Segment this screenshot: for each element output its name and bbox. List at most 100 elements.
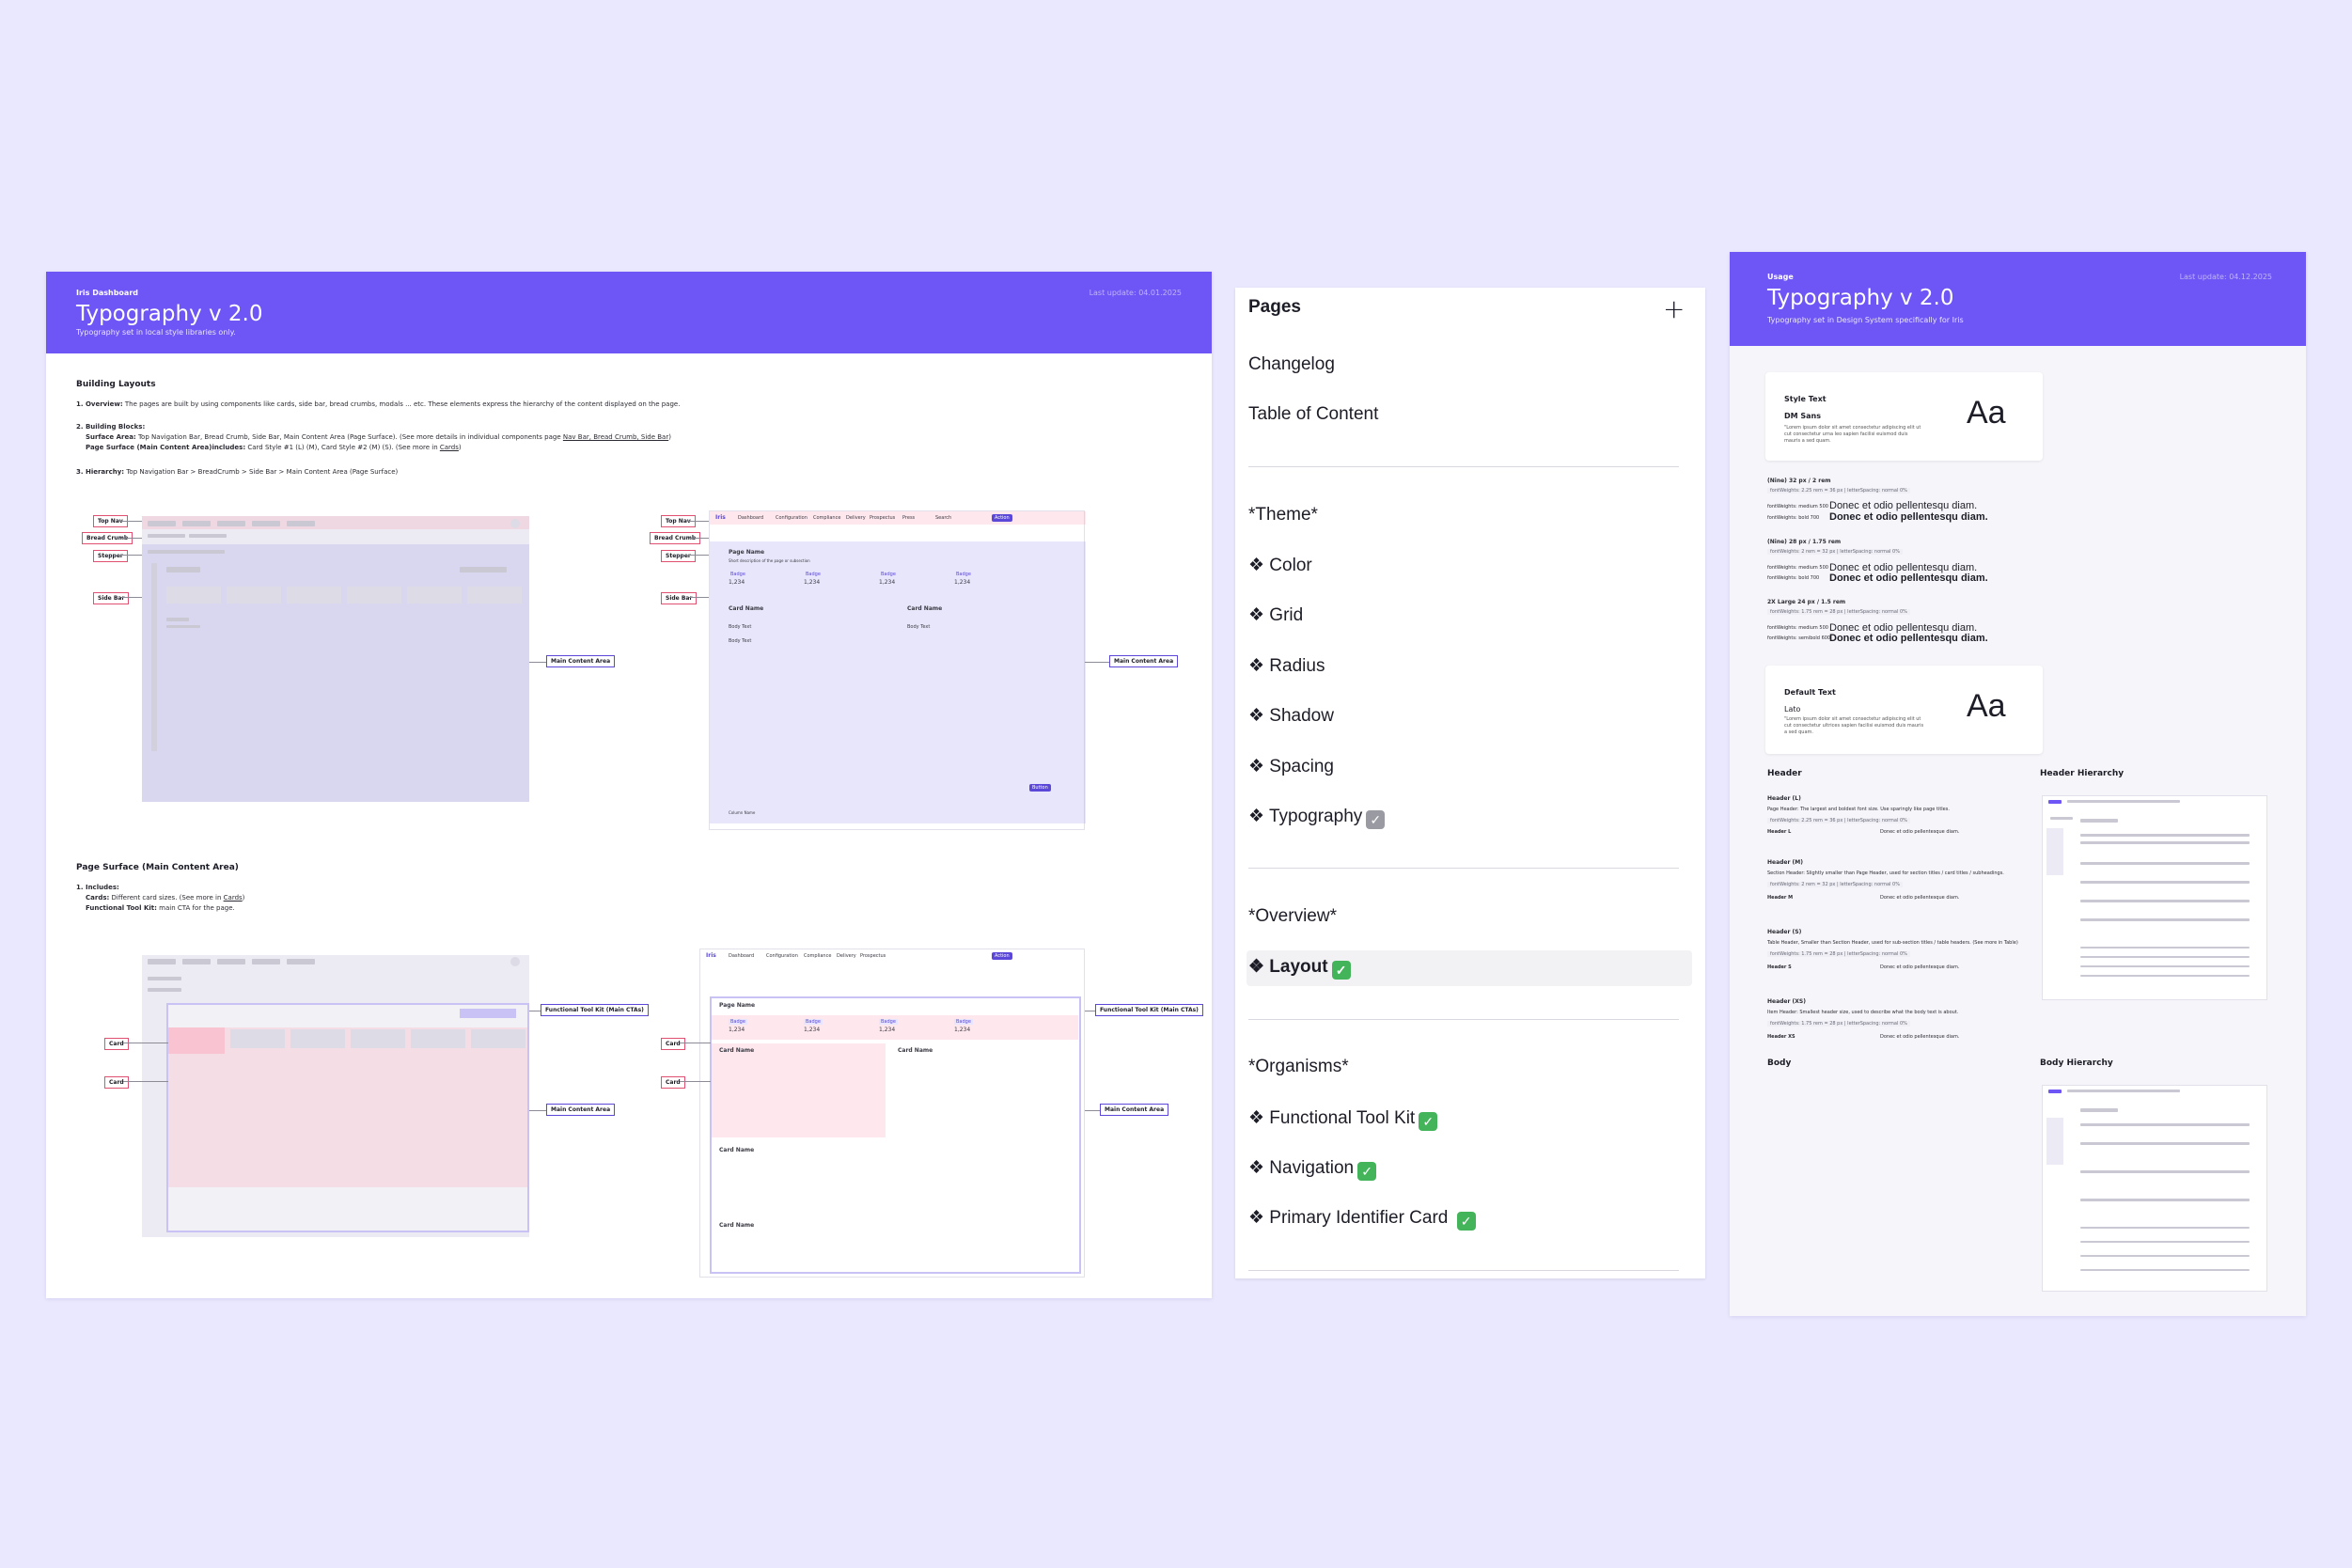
ftk-tag: Functional Tool Kit (Main CTAs): [541, 1004, 649, 1016]
page-radius[interactable]: ❖ Radius: [1248, 656, 1325, 676]
plus-icon[interactable]: +: [1663, 293, 1686, 324]
layout-doc-frame: Iris Dashboard Typography v 2.0 Typograp…: [46, 272, 1212, 1298]
sample-text: Donec et odio pellentesqu diam.: [1829, 622, 1978, 634]
size-meta: fontWeights: 2.25 rem = 36 px | letterSp…: [1767, 818, 1910, 823]
card-tag-1: Card: [104, 1038, 129, 1050]
theme-header[interactable]: *Theme*: [1248, 505, 1318, 525]
page-changelog[interactable]: Changelog: [1248, 354, 1335, 374]
size-meta: fontWeights: 2 rem = 32 px | letterSpaci…: [1767, 882, 1903, 887]
doc-title: Typography v 2.0: [1767, 286, 1954, 310]
sample-text: Donec et odio pellentesqu diam.: [1829, 562, 1978, 573]
page-grid[interactable]: ❖ Grid: [1248, 605, 1304, 625]
typography-doc-frame: Usage Typography v 2.0 Typography set in…: [1730, 252, 2306, 1316]
size-meta: fontWeights: 1.75 rem = 28 px | letterSp…: [1767, 1021, 1910, 1027]
building-blocks-paragraph: 2. Building Blocks: Surface Area: Top Na…: [76, 423, 671, 451]
sample-text: Donec et odio pellentesqu diam.: [1829, 572, 1988, 584]
doc-subtitle: Typography set in local style libraries …: [76, 328, 236, 337]
main-content-area-tag-3: Main Content Area: [546, 1104, 616, 1116]
main-content-area-tag-4: Main Content Area: [1100, 1104, 1169, 1116]
style-text-font: DM Sans: [1784, 412, 1822, 420]
pages-panel: Pages + Changelog Table of Content *Them…: [1235, 288, 1705, 1278]
components-link[interactable]: Nav Bar, Bread Crumb, Side Bar: [562, 433, 669, 441]
layout-doc-header: Iris Dashboard Typography v 2.0 Typograp…: [46, 272, 1212, 353]
weight-label: fontWeights: bold 700: [1767, 575, 1820, 581]
style-text-desc: "Lorem ipsum dolor sit amet consectetur …: [1784, 425, 1921, 444]
doc-date: Last update: 04.01.2025: [1089, 289, 1182, 297]
size-name: 2X Large 24 px / 1.5 rem: [1767, 599, 1846, 605]
header-row: Header XS: [1767, 1034, 1795, 1040]
overview-header[interactable]: *Overview*: [1248, 906, 1337, 926]
hierarchy-paragraph: 3. Hierarchy: Top Navigation Bar > Bread…: [76, 468, 399, 476]
header-level-desc: Page Header: The largest and boldest fon…: [1767, 807, 1950, 812]
style-text-card: Style Text DM Sans "Lorem ipsum dolor si…: [1765, 372, 2043, 461]
default-text-font: Lato: [1784, 705, 1801, 713]
overview-paragraph: 1. Overview: The pages are built by usin…: [76, 400, 681, 408]
page-primary-identifier-card[interactable]: ❖ Primary Identifier Card ✓: [1248, 1207, 1476, 1231]
page-spacing[interactable]: ❖ Spacing: [1248, 757, 1334, 776]
organisms-header[interactable]: *Organisms*: [1248, 1057, 1349, 1076]
checkmark-icon: ✓: [1366, 810, 1386, 829]
page-typography[interactable]: ❖ Typography ✓: [1248, 806, 1386, 829]
body-hierarchy-thumbnail: [2042, 1085, 2267, 1292]
default-text-label: Default Text: [1784, 688, 1836, 697]
side-bar-tag: Side Bar: [93, 592, 130, 604]
default-text-sample: Aa: [1967, 688, 2006, 724]
selected-row-highlight: [1247, 950, 1692, 986]
bread-crumb-tag: Bread Crumb: [82, 532, 133, 544]
header-sample: Donec et odio pellentesque diam.: [1880, 829, 1960, 835]
weight-label: fontWeights: medium 500: [1767, 565, 1828, 571]
page-functional-tool-kit[interactable]: ❖ Functional Tool Kit ✓: [1248, 1107, 1438, 1131]
typography-doc-header: Usage Typography v 2.0 Typography set in…: [1730, 252, 2306, 346]
header-level-desc: Item Header: Smallest header size, used …: [1767, 1010, 1959, 1015]
cards-link[interactable]: Cards: [439, 444, 459, 451]
stepper-tag: Stepper: [93, 550, 128, 562]
cards-link-2[interactable]: Cards: [223, 894, 243, 902]
header-row: Header S: [1767, 964, 1792, 970]
header-level-name: Header (L): [1767, 795, 1801, 802]
sample-text: Donec et odio pellentesqu diam.: [1829, 500, 1978, 511]
weight-label: fontWeights: bold 700: [1767, 515, 1820, 521]
style-text-label: Style Text: [1784, 395, 1827, 403]
weight-label: fontWeights: semibold 600: [1767, 635, 1831, 641]
page-shadow[interactable]: ❖ Shadow: [1248, 706, 1334, 726]
side-bar-tag-2: Side Bar: [661, 592, 698, 604]
header-level-name: Header (XS): [1767, 998, 1806, 1005]
hifi-surface-mock: Iris Dashboard Configuration Compliance …: [699, 949, 1085, 1278]
checkmark-icon: ✓: [1331, 961, 1351, 980]
doc-supertitle: Iris Dashboard: [76, 289, 138, 297]
size-name: (Nine) 28 px / 1.75 rem: [1767, 539, 1842, 545]
header-hierarchy-thumbnail: [2042, 795, 2267, 1000]
sample-text: Donec et odio pellentesqu diam.: [1829, 633, 1988, 644]
page-surface-title: Page Surface (Main Content Area): [76, 863, 239, 872]
main-content-area-tag-2: Main Content Area: [1109, 655, 1179, 667]
header-level-name: Header (S): [1767, 929, 1802, 935]
hifi-layout-mock: Iris Dashboard Configuration Compliance …: [709, 510, 1086, 830]
page-navigation[interactable]: ❖ Navigation ✓: [1248, 1157, 1377, 1181]
header-hierarchy-title: Header Hierarchy: [2040, 769, 2125, 778]
checkmark-icon: ✓: [1357, 1162, 1377, 1181]
header-level-desc: Table Header, Smaller than Section Heade…: [1767, 940, 2018, 946]
size-meta: fontWeights: 1.75 rem = 28 px | letterSp…: [1767, 951, 1910, 957]
stepper-tag-2: Stepper: [661, 550, 696, 562]
size-meta: fontWeights: 2 rem = 32 px | letterSpaci…: [1767, 549, 1903, 555]
pages-title: Pages: [1248, 297, 1301, 317]
page-surface-paragraph: 1. Includes: Cards: Different card sizes…: [76, 884, 245, 912]
sample-text: Donec et odio pellentesqu diam.: [1829, 511, 1988, 523]
header-level-desc: Section Header: Slightly smaller than Pa…: [1767, 870, 2004, 876]
style-text-sample: Aa: [1967, 395, 2006, 431]
page-layout[interactable]: ❖ Layout ✓: [1248, 956, 1351, 980]
header-row: Header L: [1767, 829, 1792, 835]
main-content-area-tag: Main Content Area: [546, 655, 616, 667]
weight-label: fontWeights: medium 500: [1767, 625, 1828, 631]
building-layouts-title: Building Layouts: [76, 380, 156, 389]
body-hierarchy-title: Body Hierarchy: [2040, 1058, 2113, 1068]
card-tag-4: Card: [661, 1076, 685, 1089]
header-section-title: Header: [1767, 769, 1802, 778]
checkmark-icon: ✓: [1419, 1112, 1438, 1131]
page-color[interactable]: ❖ Color: [1248, 556, 1312, 575]
page-table-of-content[interactable]: Table of Content: [1248, 404, 1379, 424]
header-row: Header M: [1767, 895, 1794, 901]
size-meta: fontWeights: 1.75 rem = 28 px | letterSp…: [1767, 609, 1910, 615]
header-sample: Donec et odio pellentesque diam.: [1880, 964, 1960, 970]
default-text-card: Default Text Lato "Lorem ipsum dolor sit…: [1765, 666, 2043, 754]
